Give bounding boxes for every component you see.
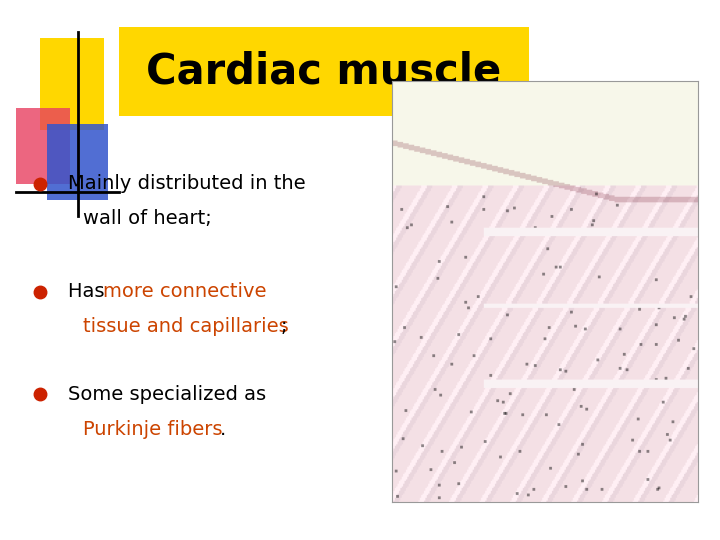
Text: .: . — [220, 420, 226, 439]
Bar — [16, 108, 70, 184]
Text: Cardiac muscle: Cardiac muscle — [146, 51, 502, 92]
Bar — [47, 124, 108, 200]
Text: more connective: more connective — [103, 282, 266, 301]
Text: Purkinje fibers: Purkinje fibers — [83, 420, 222, 439]
Text: ;: ; — [281, 317, 287, 336]
Text: Some specialized as: Some specialized as — [68, 384, 266, 404]
Text: Has: Has — [68, 282, 111, 301]
Bar — [119, 27, 529, 116]
Text: tissue and capillaries: tissue and capillaries — [83, 317, 289, 336]
Text: Mainly distributed in the: Mainly distributed in the — [68, 174, 306, 193]
Text: wall of heart;: wall of heart; — [83, 209, 212, 228]
Bar — [40, 38, 104, 130]
